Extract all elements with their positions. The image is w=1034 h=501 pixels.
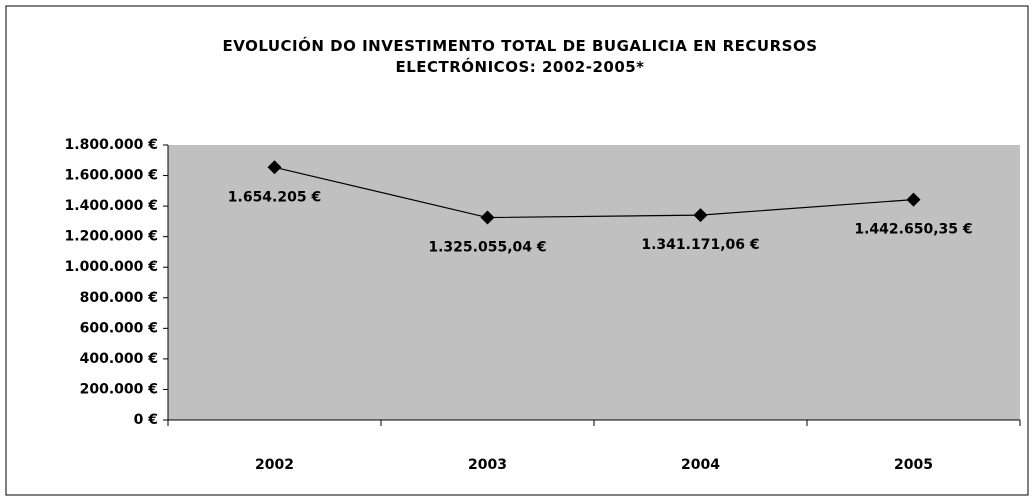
marker [267,160,282,175]
x-tick-label: 2005 [894,457,933,473]
y-tick-label: 1.800.000 € [65,137,158,153]
x-tick-label: 2004 [681,457,720,473]
data-label: 1.341.171,06 € [641,237,759,253]
x-tick-label: 2002 [255,457,294,473]
chart-title: EVOLUCIÓN DO INVESTIMENTO TOTAL DE BUGAL… [222,37,818,76]
plot-area [168,145,1020,420]
y-tick-label: 200.000 € [80,381,158,397]
data-label: 1.325.055,04 € [428,240,546,256]
data-label: 1.654.205 € [228,189,321,205]
y-tick-label: 1.200.000 € [65,229,158,245]
marker [693,208,708,223]
y-tick-label: 1.400.000 € [65,198,158,214]
y-tick-label: 800.000 € [80,290,158,306]
y-tick-label: 1.000.000 € [65,259,158,275]
marker [906,192,921,207]
line [274,166,914,219]
y-tick-label: 400.000 € [80,351,158,367]
marker [480,210,495,225]
x-tick-label: 2003 [468,457,507,473]
y-tick-label: 1.600.000 € [65,168,158,184]
y-tick-label: 0 € [134,412,158,428]
y-tick-label: 600.000 € [80,320,158,336]
data-label: 1.442.650,35 € [854,222,972,238]
